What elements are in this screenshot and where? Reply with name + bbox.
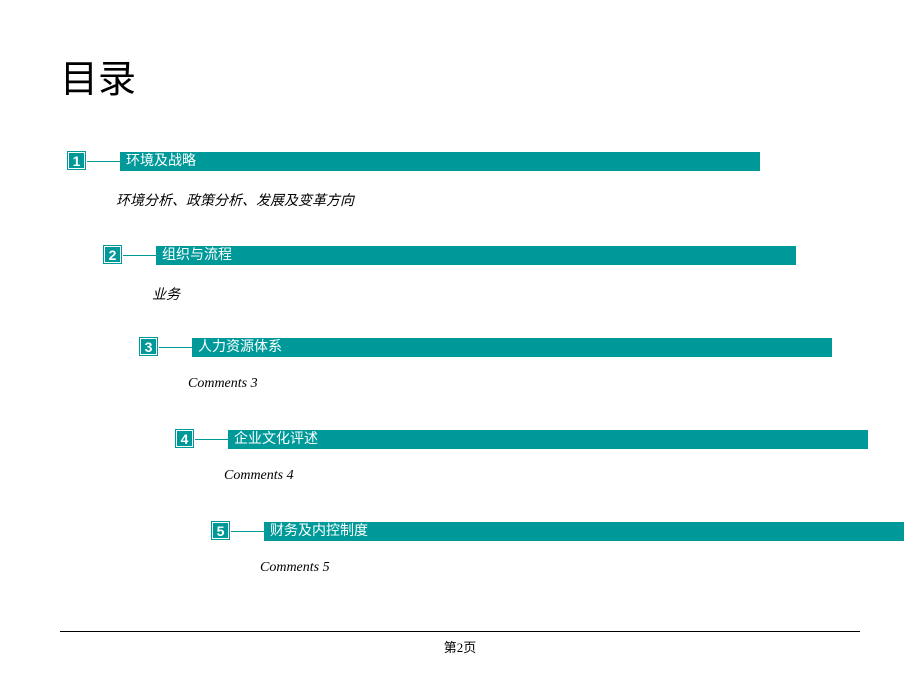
toc-comment-2: 业务 — [152, 284, 180, 304]
toc-comment-1: 环境分析、政策分析、发展及变革方向 — [116, 190, 354, 210]
toc-number-3: 3 — [140, 338, 157, 355]
toc-connector-5 — [231, 531, 265, 532]
toc-title-bar-2: 组织与流程 — [156, 246, 796, 265]
toc-connector-3 — [159, 347, 193, 348]
footer-divider — [60, 631, 860, 632]
toc-number-1: 1 — [68, 152, 85, 169]
toc-title-bar-4: 企业文化评述 — [228, 430, 868, 449]
toc-title-bar-5: 财务及内控制度 — [264, 522, 904, 541]
toc-title-bar-3: 人力资源体系 — [192, 338, 832, 357]
page-title: 目录 — [60, 48, 136, 103]
toc-title-bar-1: 环境及战略 — [120, 152, 760, 171]
toc-connector-4 — [195, 439, 229, 440]
toc-number-4: 4 — [176, 430, 193, 447]
toc-comment-4: Comments 4 — [224, 468, 294, 484]
page-number: 第2页 — [0, 637, 920, 656]
toc-connector-1 — [87, 161, 121, 162]
toc-connector-2 — [123, 255, 157, 256]
toc-number-5: 5 — [212, 522, 229, 539]
toc-comment-3: Comments 3 — [188, 376, 258, 392]
toc-number-2: 2 — [104, 246, 121, 263]
toc-comment-5: Comments 5 — [260, 560, 330, 576]
